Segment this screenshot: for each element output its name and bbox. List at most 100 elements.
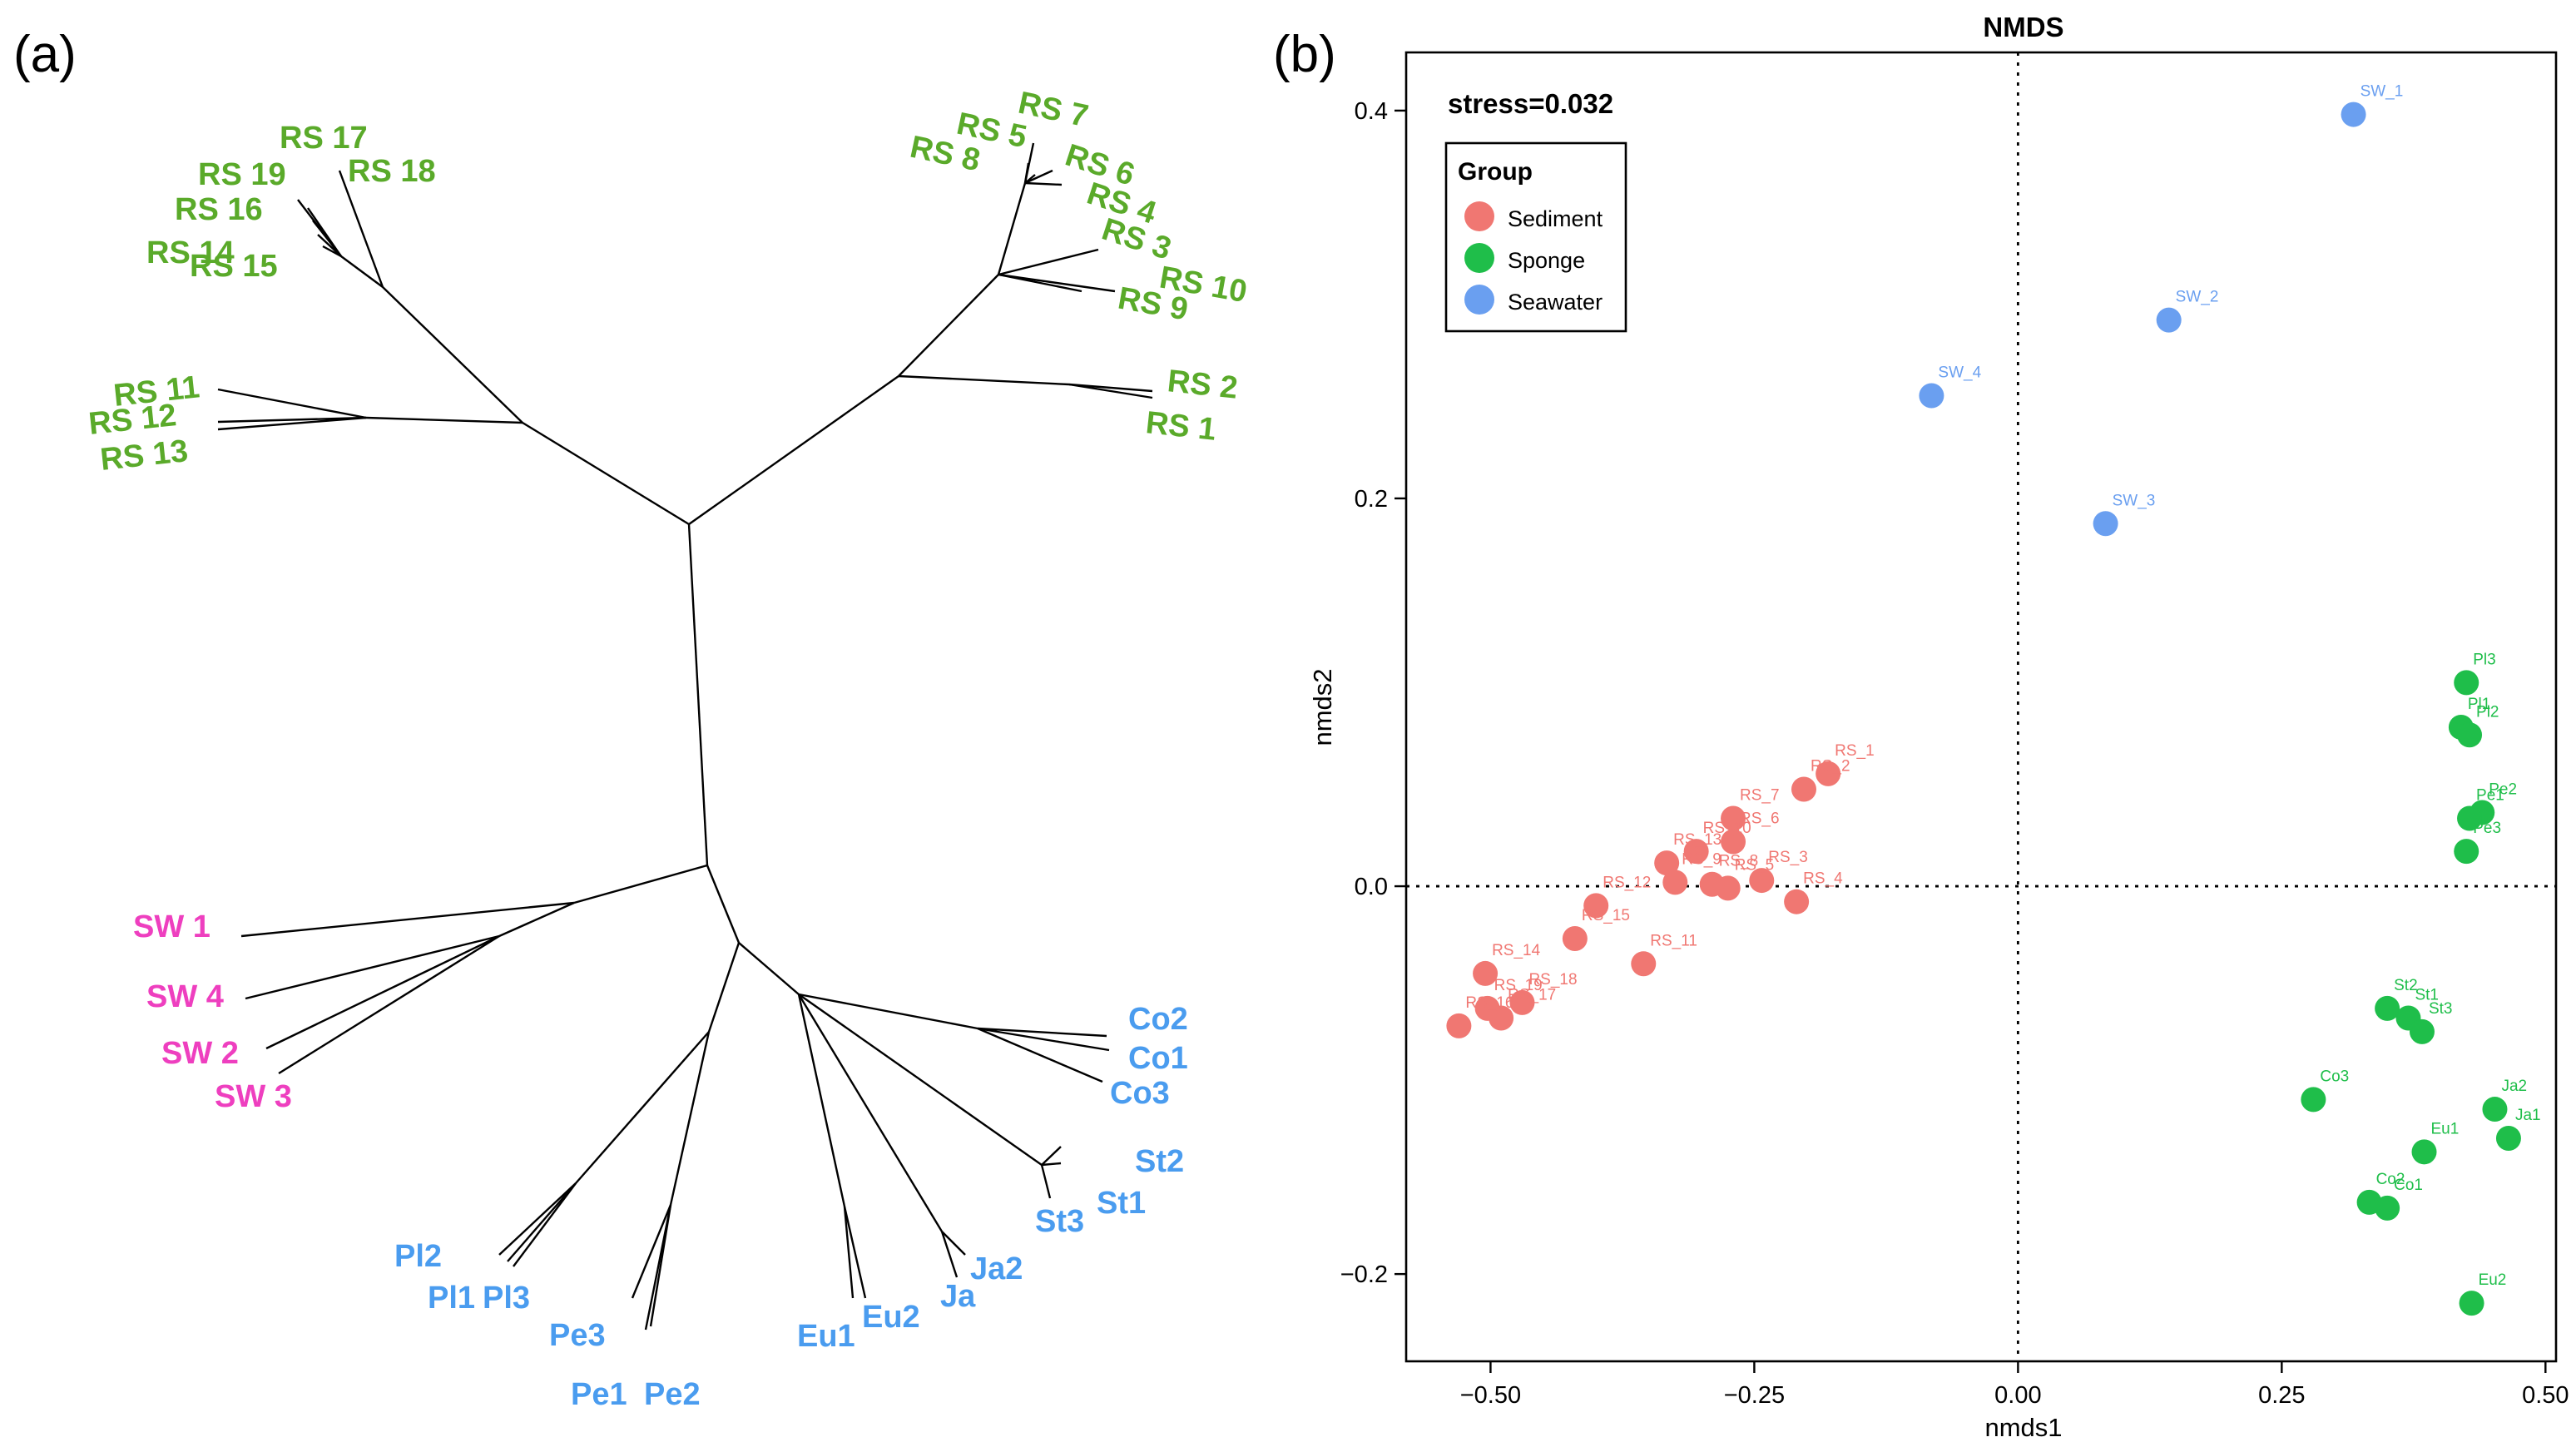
point-label: St1	[2415, 987, 2439, 1004]
tree-trunk	[687, 523, 709, 866]
data-point-sw-4	[1919, 383, 1944, 409]
point-label: RS_6	[1740, 810, 1780, 827]
data-point-co1	[2375, 1195, 2400, 1221]
y-tick-label: 0.2	[1355, 486, 1388, 513]
data-point-sw-1	[2341, 102, 2366, 127]
leaf-rs12	[217, 416, 367, 424]
data-point-rs-16	[1446, 1013, 1472, 1038]
legend-label-seawater: Seawater	[1508, 290, 1603, 315]
data-point-rs-9	[1662, 870, 1688, 895]
data-point-rs-15	[1562, 925, 1588, 951]
data-point-rs-13	[1654, 850, 1680, 876]
leaf-st1	[1041, 1162, 1062, 1167]
leaf-rs4	[1024, 181, 1063, 186]
tree-branches	[217, 142, 1153, 1331]
branch-sw-sub	[498, 901, 575, 938]
leaf-ja	[940, 1231, 959, 1278]
point-label: RS_5	[1735, 856, 1775, 874]
data-point-sw-3	[2093, 511, 2118, 537]
leaf-st2	[1041, 1146, 1062, 1166]
x-axis-ticks: −0.50 −0.25 0.00 0.25 0.50	[1460, 1361, 2569, 1409]
nmds-chart-panel: (b) NMDS −0.50 −0.25 0.00 0.25 0.50 −0.2 0.0 0…	[1273, 12, 2569, 1442]
branch-rs-right-low	[898, 374, 1070, 386]
branch-co-st	[798, 993, 978, 1030]
tree-label-rs16: RS 16	[175, 192, 263, 227]
leaf-rs14	[317, 234, 342, 257]
legend: Group Sediment Sponge Seawater	[1444, 141, 1627, 333]
data-point-pe1	[2457, 805, 2483, 831]
leaf-ja2	[941, 1231, 966, 1256]
leaf-co2	[977, 1027, 1107, 1038]
point-label: RS_12	[1603, 874, 1651, 891]
point-label: RS_15	[1582, 907, 1630, 924]
tree-label-co1: Co1	[1128, 1041, 1188, 1076]
data-point-rs-1	[1816, 761, 1841, 786]
leaf-pe2	[649, 1204, 672, 1327]
point-label: Pl1	[2468, 696, 2490, 713]
legend-label-sediment: Sediment	[1508, 206, 1603, 231]
point-label: SW_1	[2361, 83, 2404, 101]
tree-label-st2: St2	[1135, 1144, 1184, 1179]
point-label: RS_17	[1508, 987, 1556, 1004]
leaf-sw4	[245, 934, 500, 1000]
point-label: RS_8	[1719, 853, 1759, 870]
tree-label-pe1: Pe1	[571, 1377, 627, 1412]
point-label: RS_19	[1494, 977, 1543, 994]
point-label: RS_3	[1768, 849, 1808, 866]
data-point-co3	[2301, 1087, 2326, 1113]
leaf-rs15	[322, 245, 342, 258]
data-point-sw-2	[2156, 307, 2182, 333]
tree-label-pe2: Pe2	[644, 1377, 701, 1412]
leaf-rs9	[998, 273, 1082, 293]
panel-label-b: (b)	[1273, 26, 1336, 83]
data-point-rs-12	[1583, 893, 1609, 919]
tree-label-rs15: RS 15	[190, 249, 278, 284]
leaf-rs6	[1024, 169, 1053, 185]
branch-pe	[669, 1031, 711, 1206]
data-point-rs-19	[1474, 995, 1500, 1021]
point-label: St3	[2429, 1000, 2453, 1018]
data-point-pl3	[2454, 670, 2479, 696]
branch-sw	[573, 864, 708, 904]
x-axis-label: nmds1	[1984, 1413, 2062, 1442]
branch-rs-sub	[340, 255, 384, 288]
branch-rs-mid	[365, 416, 523, 424]
data-point-rs-18	[1509, 989, 1535, 1015]
tree-label-pl1: Pl1	[428, 1281, 475, 1316]
tree-rs-labels: RS 17 RS 19 RS 18 RS 16 RS 14 RS 15 RS 7…	[87, 86, 1250, 478]
point-label: RS_7	[1740, 786, 1780, 804]
point-label: Pe3	[2473, 820, 2501, 837]
leaf-pl3	[513, 1182, 577, 1267]
point-label: RS_11	[1650, 932, 1697, 949]
leaf-rs2	[1068, 383, 1153, 393]
point-label: RS_10	[1703, 820, 1751, 837]
point-label: Co2	[2376, 1171, 2405, 1188]
leaf-rs10	[998, 273, 1116, 293]
branch-rs-top	[382, 286, 523, 424]
branch-pl-pe	[707, 942, 741, 1033]
y-axis-label: nmds2	[1308, 668, 1337, 746]
legend-swatch-seawater	[1464, 285, 1494, 315]
leaf-sw1	[240, 901, 575, 938]
data-point-rs-8	[1699, 871, 1725, 897]
tree-label-pe3: Pe3	[549, 1318, 606, 1353]
legend-swatch-sediment	[1464, 201, 1494, 231]
branch-st	[798, 994, 1043, 1166]
point-label: Pe1	[2476, 786, 2504, 804]
branch-rs-right	[688, 375, 899, 525]
point-label: SW_3	[2113, 492, 2156, 509]
branch-sponge	[706, 865, 741, 944]
leaf-co3	[977, 1027, 1103, 1083]
data-point-rs-11	[1631, 951, 1657, 977]
branch-rs-right-top	[898, 274, 999, 377]
branch-rs-sub2	[997, 182, 1027, 275]
point-label: RS_1	[1835, 742, 1875, 760]
legend-label-sponge: Sponge	[1508, 248, 1585, 273]
tree-label-eu1: Eu1	[797, 1319, 855, 1354]
leaf-sw3	[278, 934, 500, 1075]
x-tick-label: 0.00	[1994, 1382, 2041, 1409]
leaf-rs11	[217, 388, 367, 419]
tree-label-sw1: SW 1	[133, 909, 211, 944]
leaf-pl1	[507, 1182, 577, 1262]
tree-label-sw3: SW 3	[215, 1079, 292, 1114]
